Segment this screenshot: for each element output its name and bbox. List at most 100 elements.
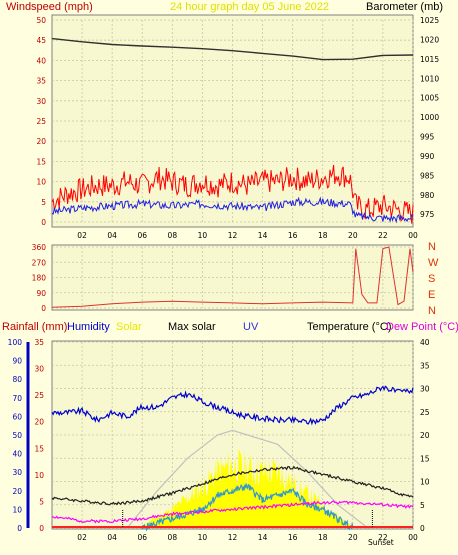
dewpoint-label: Dew Point (°C) bbox=[386, 321, 458, 333]
y-tick-left-p1: 10 bbox=[36, 178, 46, 187]
y-tick-left-p2: 0 bbox=[41, 304, 46, 313]
y-tick-right-p1: 995 bbox=[420, 133, 435, 142]
dir-label-w: W bbox=[428, 257, 439, 269]
dewpoint-line bbox=[51, 500, 414, 524]
x-tick-label-p1: 04 bbox=[107, 231, 117, 240]
y-tick-left-p1: 40 bbox=[36, 56, 46, 65]
x-tick-label-p3: 08 bbox=[168, 533, 178, 542]
dir-label-s: S bbox=[428, 273, 435, 285]
y-tick-temp-p3: 35 bbox=[420, 361, 430, 370]
barometer-label: Barometer (mb) bbox=[366, 1, 443, 13]
y-tick-right-p1: 975 bbox=[420, 210, 435, 219]
y-tick-right-p1: 1015 bbox=[420, 55, 439, 64]
y-tick-right-p1: 1025 bbox=[420, 16, 439, 25]
y-tick-right-p1: 980 bbox=[420, 191, 435, 200]
y-tick-right-p1: 1005 bbox=[420, 94, 439, 103]
y-tick-left-p1: 30 bbox=[36, 97, 46, 106]
y-tick-left-p1: 35 bbox=[36, 77, 46, 86]
windspeed-label: Windspeed (mph) bbox=[6, 1, 93, 13]
y-tick-rain-p3: 15 bbox=[34, 444, 44, 453]
x-tick-label-p1: 08 bbox=[168, 231, 178, 240]
max-solar-line bbox=[126, 429, 369, 529]
y-tick-humidity-p3: 60 bbox=[12, 412, 22, 421]
x-tick-label-p3: 20 bbox=[348, 533, 358, 542]
rainfall-label: Rainfall (mm) bbox=[2, 321, 67, 333]
y-tick-temp-p3: 0 bbox=[420, 524, 425, 533]
y-tick-humidity-p3: 90 bbox=[12, 357, 22, 366]
x-tick-label-p1: 16 bbox=[288, 231, 298, 240]
gust-line bbox=[51, 164, 414, 224]
maxsolar-label: Max solar bbox=[168, 321, 216, 333]
windspeed-line bbox=[51, 196, 414, 224]
y-tick-left-p1: 0 bbox=[41, 218, 46, 227]
x-tick-label-p1: 06 bbox=[137, 231, 147, 240]
y-tick-rain-p3: 35 bbox=[34, 338, 44, 347]
x-tick-label-p1: 02 bbox=[77, 231, 87, 240]
x-tick-label-p3: 14 bbox=[258, 533, 268, 542]
y-tick-humidity-p3: 100 bbox=[8, 338, 23, 347]
y-tick-humidity-p3: 0 bbox=[17, 524, 22, 533]
series-group bbox=[26, 37, 414, 532]
y-tick-left-p1: 25 bbox=[36, 117, 46, 126]
x-tick-label-p3: 22 bbox=[378, 533, 388, 542]
y-tick-left-p2: 270 bbox=[32, 258, 47, 267]
dir-label-e: E bbox=[428, 289, 435, 301]
chart-title: 24 hour graph day 05 June 2022 bbox=[170, 1, 329, 13]
y-tick-right-p1: 1020 bbox=[420, 35, 439, 44]
y-tick-humidity-p3: 30 bbox=[12, 468, 22, 477]
y-tick-temp-p3: 30 bbox=[420, 385, 430, 394]
y-tick-rain-p3: 0 bbox=[39, 524, 44, 533]
y-tick-left-p1: 45 bbox=[36, 36, 46, 45]
y-tick-left-p1: 15 bbox=[36, 157, 46, 166]
x-tick-label-p3: 12 bbox=[228, 533, 238, 542]
y-tick-temp-p3: 5 bbox=[420, 501, 425, 510]
y-tick-rain-p3: 5 bbox=[39, 497, 44, 506]
y-tick-right-p1: 1010 bbox=[420, 74, 439, 83]
x-tick-label-p3: 02 bbox=[77, 533, 87, 542]
y-tick-humidity-p3: 50 bbox=[12, 431, 22, 440]
uv-label: UV bbox=[243, 321, 259, 333]
solar-label: Solar bbox=[116, 321, 142, 333]
y-tick-right-p1: 1000 bbox=[420, 113, 439, 122]
y-tick-left-p2: 360 bbox=[32, 243, 47, 252]
x-tick-label-p1: 10 bbox=[198, 231, 208, 240]
x-tick-label-p3: 06 bbox=[137, 533, 147, 542]
tick-labels-group: 0202040406060808101012121414161618182020… bbox=[8, 16, 440, 542]
uv-line bbox=[141, 483, 354, 532]
x-tick-label-p1: 22 bbox=[378, 231, 388, 240]
y-tick-humidity-p3: 10 bbox=[12, 505, 22, 514]
x-tick-label-p3: 10 bbox=[198, 533, 208, 542]
x-tick-label-p1: 12 bbox=[228, 231, 238, 240]
y-tick-left-p2: 180 bbox=[32, 274, 47, 283]
y-tick-humidity-p3: 20 bbox=[12, 487, 22, 496]
y-tick-right-p1: 990 bbox=[420, 152, 435, 161]
y-tick-left-p2: 90 bbox=[36, 289, 46, 298]
y-tick-temp-p3: 20 bbox=[420, 431, 430, 440]
y-tick-humidity-p3: 80 bbox=[12, 375, 22, 384]
x-tick-label-p3: 16 bbox=[288, 533, 298, 542]
y-tick-left-p1: 5 bbox=[41, 198, 46, 207]
temperature-label: Temperature (°C) bbox=[307, 321, 391, 333]
y-tick-temp-p3: 10 bbox=[420, 478, 430, 487]
y-tick-rain-p3: 25 bbox=[34, 391, 44, 400]
y-tick-humidity-p3: 40 bbox=[12, 450, 22, 459]
temperature-line bbox=[51, 465, 414, 506]
y-tick-temp-p3: 25 bbox=[420, 408, 430, 417]
barometer-line bbox=[51, 37, 414, 61]
y-tick-temp-p3: 40 bbox=[420, 338, 430, 347]
dir-label-n-bottom: N bbox=[428, 305, 436, 317]
y-tick-humidity-p3: 70 bbox=[12, 394, 22, 403]
dir-label-n-top: N bbox=[428, 241, 436, 253]
y-tick-right-p1: 985 bbox=[420, 171, 435, 180]
x-tick-label-p1: 00 bbox=[408, 231, 418, 240]
x-tick-label-p3: 04 bbox=[107, 533, 117, 542]
humidity-label: Humidity bbox=[67, 321, 110, 333]
x-tick-label-p1: 20 bbox=[348, 231, 358, 240]
y-tick-left-p1: 50 bbox=[36, 16, 46, 25]
x-tick-label-p1: 14 bbox=[258, 231, 268, 240]
x-tick-label-p1: 18 bbox=[318, 231, 328, 240]
sunset-label: Sunset bbox=[368, 538, 394, 547]
x-tick-label-p3: 00 bbox=[408, 533, 418, 542]
